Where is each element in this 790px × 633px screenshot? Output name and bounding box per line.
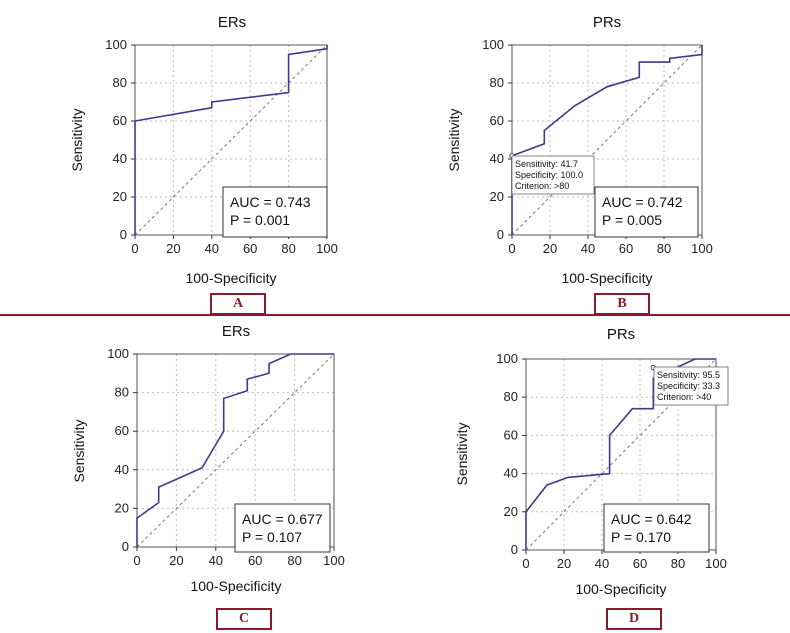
chart-title: PRs bbox=[607, 326, 635, 343]
chart-title: ERs bbox=[218, 14, 246, 31]
x-tick-label: 100 bbox=[316, 241, 338, 256]
x-tick-label: 40 bbox=[209, 553, 223, 568]
criterion-box bbox=[653, 366, 729, 406]
y-tick-label: 60 bbox=[490, 113, 504, 128]
y-tick-label: 0 bbox=[497, 227, 504, 242]
x-tick-label: 100 bbox=[323, 553, 345, 568]
stats-box bbox=[222, 186, 328, 238]
y-tick-label: 60 bbox=[113, 113, 127, 128]
panel-a-chart: 0 20 40 60 80 100 0 20 40 60 80 100 ERs 100-Specifici… bbox=[69, 14, 338, 286]
roc-curve bbox=[511, 45, 703, 235]
y-tick-label: 0 bbox=[511, 542, 518, 557]
x-tick-label: 20 bbox=[169, 553, 183, 568]
y-tick-label: 80 bbox=[504, 389, 518, 404]
panel-divider bbox=[0, 314, 790, 316]
y-axis-label: Sensitivity bbox=[454, 422, 470, 485]
panel-label-c: C bbox=[216, 608, 272, 630]
y-tick-label: 40 bbox=[115, 462, 129, 477]
x-tick-label: 60 bbox=[633, 556, 647, 571]
panel-label-d: D bbox=[606, 608, 662, 630]
y-axis-label: Sensitivity bbox=[71, 419, 87, 482]
panel-d-chart: 0 20 40 60 80 100 0 20 40 60 80 100 PRs 100-Specifici… bbox=[454, 326, 729, 597]
chart-title: ERs bbox=[222, 323, 250, 340]
criterion-specificity: Specificity: 100.0 bbox=[515, 170, 583, 180]
x-axis-label: 100-Specificity bbox=[561, 270, 652, 286]
x-tick-label: 80 bbox=[287, 553, 301, 568]
y-tick-label: 100 bbox=[107, 346, 129, 361]
p-value: P = 0.001 bbox=[230, 212, 290, 228]
x-tick-label: 0 bbox=[522, 556, 529, 571]
panel-c-chart: 0 20 40 60 80 100 0 20 40 60 80 100 ERs 100-Specifici… bbox=[71, 323, 345, 594]
roc-curve bbox=[134, 45, 328, 235]
x-tick-label: 0 bbox=[131, 241, 138, 256]
chart-title: PRs bbox=[593, 14, 621, 31]
reference-diagonal bbox=[511, 44, 703, 236]
y-tick-label: 100 bbox=[496, 351, 518, 366]
y-tick-label: 80 bbox=[115, 385, 129, 400]
y-tick-label: 60 bbox=[115, 423, 129, 438]
y-tick-label: 40 bbox=[490, 151, 504, 166]
stats-box bbox=[234, 503, 331, 553]
roc-curve bbox=[136, 353, 334, 547]
x-tick-label: 40 bbox=[581, 241, 595, 256]
x-tick-label: 80 bbox=[671, 556, 685, 571]
auc-value: AUC = 0.743 bbox=[230, 194, 311, 210]
auc-value: AUC = 0.742 bbox=[602, 194, 683, 210]
x-tick-label: 20 bbox=[166, 241, 180, 256]
y-tick-label: 80 bbox=[490, 75, 504, 90]
x-tick-label: 20 bbox=[543, 241, 557, 256]
p-value: P = 0.170 bbox=[611, 529, 671, 545]
criterion-criterion: Criterion: >40 bbox=[657, 392, 711, 402]
x-tick-label: 60 bbox=[243, 241, 257, 256]
x-axis-label: 100-Specificity bbox=[575, 581, 666, 597]
y-tick-label: 0 bbox=[122, 539, 129, 554]
y-axis-label: Sensitivity bbox=[69, 108, 85, 171]
x-tick-label: 0 bbox=[133, 553, 140, 568]
y-tick-label: 40 bbox=[113, 151, 127, 166]
stats-box bbox=[603, 503, 710, 553]
y-tick-label: 20 bbox=[115, 500, 129, 515]
y-tick-label: 40 bbox=[504, 466, 518, 481]
y-tick-label: 20 bbox=[490, 189, 504, 204]
panel-b-chart: 0 20 40 60 80 100 0 20 40 60 80 100 PRs 100-Specifici… bbox=[446, 14, 713, 286]
auc-value: AUC = 0.642 bbox=[611, 511, 692, 527]
x-axis-label: 100-Specificity bbox=[185, 270, 276, 286]
auc-value: AUC = 0.677 bbox=[242, 511, 323, 527]
panel-label-a: A bbox=[210, 293, 266, 315]
y-tick-label: 0 bbox=[120, 227, 127, 242]
y-tick-label: 20 bbox=[504, 504, 518, 519]
x-tick-label: 0 bbox=[508, 241, 515, 256]
criterion-criterion: Criterion: >80 bbox=[515, 181, 569, 191]
p-value: P = 0.005 bbox=[602, 212, 662, 228]
x-tick-label: 40 bbox=[205, 241, 219, 256]
y-tick-label: 20 bbox=[113, 189, 127, 204]
y-tick-label: 80 bbox=[113, 75, 127, 90]
x-tick-label: 80 bbox=[281, 241, 295, 256]
x-tick-label: 100 bbox=[705, 556, 727, 571]
x-tick-label: 100 bbox=[691, 241, 713, 256]
y-tick-label: 100 bbox=[105, 37, 127, 52]
y-tick-label: 60 bbox=[504, 427, 518, 442]
panel-label-b: B bbox=[594, 293, 650, 315]
x-tick-label: 60 bbox=[619, 241, 633, 256]
x-tick-label: 20 bbox=[557, 556, 571, 571]
reference-diagonal bbox=[136, 353, 335, 548]
y-axis-label: Sensitivity bbox=[446, 108, 462, 171]
x-tick-label: 80 bbox=[657, 241, 671, 256]
x-tick-label: 60 bbox=[248, 553, 262, 568]
criterion-sensitivity: Sensitivity: 95.5 bbox=[657, 370, 720, 380]
criterion-specificity: Specificity: 33.3 bbox=[657, 381, 720, 391]
y-tick-label: 100 bbox=[482, 37, 504, 52]
criterion-box bbox=[511, 155, 595, 195]
x-axis-label: 100-Specificity bbox=[190, 578, 281, 594]
stats-box bbox=[594, 186, 699, 238]
criterion-sensitivity: Sensitivity: 41.7 bbox=[515, 159, 578, 169]
x-tick-label: 40 bbox=[595, 556, 609, 571]
p-value: P = 0.107 bbox=[242, 529, 302, 545]
